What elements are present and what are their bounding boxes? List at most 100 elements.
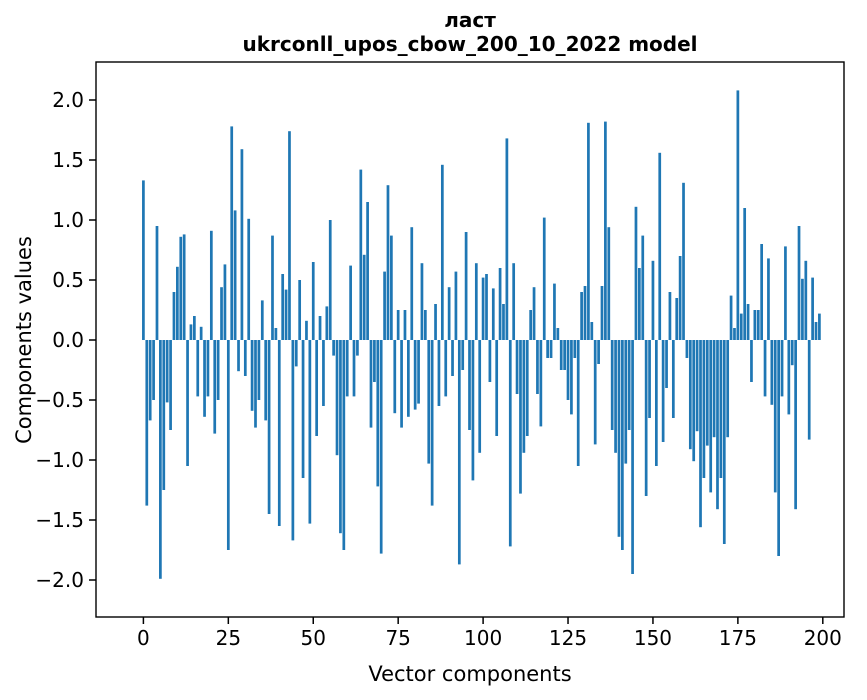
bar [614,340,617,453]
bar [736,90,740,341]
bar [271,235,274,340]
bar [390,235,393,340]
x-tick-label: 50 [301,626,326,650]
bar [801,278,804,340]
bar [753,310,757,340]
bar [379,340,383,554]
bar [413,340,417,410]
bar [807,340,811,440]
bar [814,322,818,340]
bar [502,304,505,340]
bar [746,304,750,340]
bar [162,340,166,490]
bar [678,256,682,340]
y-tick-label: 2.0 [52,88,84,112]
bar [794,340,797,510]
bar [199,326,203,340]
bar [508,340,512,547]
bar [444,340,448,397]
bar [359,169,363,340]
x-tick-label: 125 [549,626,587,650]
bar [430,340,434,506]
bar [423,310,427,340]
bar [688,340,692,450]
bar [593,340,597,445]
bar [539,340,543,427]
bar [566,340,570,400]
bar [777,340,780,556]
bar [196,340,200,397]
bar [243,340,247,376]
bar [383,271,386,340]
bar [726,340,730,438]
bar [716,340,719,510]
bar [763,340,767,397]
bar [491,288,495,340]
bar [209,230,213,340]
bar [668,292,672,340]
bar [658,152,662,340]
bar [427,340,431,464]
bar [393,340,397,414]
bar [553,283,556,340]
bar [719,340,723,478]
bar [179,236,183,340]
bar [169,340,172,430]
bar [345,340,349,397]
bar [165,340,169,403]
bar [522,340,526,453]
bar [627,340,631,430]
bar [634,206,638,340]
bar [440,164,444,340]
bar [213,340,217,434]
bar [294,340,298,367]
y-tick-label: −1.5 [35,508,84,532]
bar [451,340,454,376]
bar [722,340,726,544]
x-tick-label: 200 [804,626,842,650]
bar [818,313,821,340]
bar [308,340,312,524]
bar [206,340,210,397]
y-tick-label: 1.5 [52,148,84,172]
bars-group [142,90,821,579]
bar [369,340,373,428]
bar [148,340,152,421]
bar [692,340,696,462]
bar [654,340,658,466]
bar [729,295,733,340]
bar [651,260,655,340]
bar [254,340,257,428]
bar [335,340,339,456]
bar [607,227,611,340]
bar [257,340,261,400]
x-tick-label: 25 [216,626,241,650]
bar [339,340,342,534]
bar [298,280,302,340]
bar [519,340,522,494]
bar [570,340,573,415]
bar [152,340,155,400]
bar [525,340,529,436]
bar [325,306,329,340]
bar [739,313,743,340]
bar [454,271,458,340]
bar [583,286,587,340]
bar [661,340,665,442]
bar [709,340,713,493]
bar [705,340,709,446]
bar [233,210,237,340]
bar [556,328,560,340]
axes-group: 0 25 50 75 100 125 150 175 200 2.0 1.5 1.0 0.5 0.0 −0.… [35,61,845,650]
bar [549,340,553,358]
bar [216,340,220,400]
bar [600,286,604,340]
bar [305,320,308,340]
y-tick-label: −1.0 [35,448,84,472]
bar [437,340,441,406]
bar [675,298,679,340]
bar [780,340,784,397]
x-tick-label: 75 [385,626,410,650]
